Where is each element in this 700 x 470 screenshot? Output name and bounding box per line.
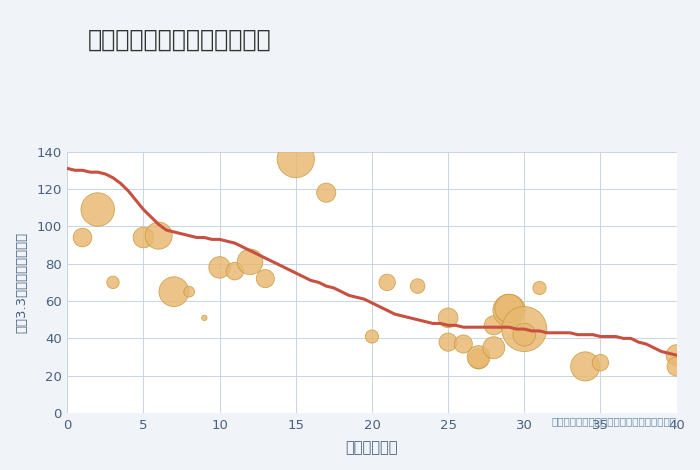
Point bbox=[107, 279, 118, 286]
Point bbox=[473, 353, 484, 361]
Point bbox=[290, 155, 302, 163]
Point bbox=[671, 363, 682, 370]
Point bbox=[321, 189, 332, 196]
Point bbox=[442, 314, 454, 321]
Point bbox=[92, 206, 104, 213]
Text: 円の大きさは、取引のあった物件面積を示す: 円の大きさは、取引のあった物件面積を示す bbox=[552, 416, 677, 426]
Point bbox=[503, 305, 514, 312]
Point bbox=[214, 264, 225, 271]
Point bbox=[595, 359, 606, 367]
Point bbox=[260, 275, 271, 282]
Y-axis label: 坪（3.3㎡）単価（万円）: 坪（3.3㎡）単価（万円） bbox=[15, 232, 28, 333]
Point bbox=[503, 306, 514, 314]
Point bbox=[138, 234, 149, 241]
Point bbox=[229, 267, 240, 275]
Point bbox=[412, 282, 423, 290]
Point bbox=[671, 352, 682, 359]
Point bbox=[77, 234, 88, 241]
Point bbox=[473, 355, 484, 363]
Point bbox=[183, 288, 195, 296]
Point bbox=[519, 331, 530, 338]
Point bbox=[488, 321, 499, 329]
Point bbox=[580, 363, 591, 370]
Point bbox=[366, 333, 377, 340]
X-axis label: 築年数（年）: 築年数（年） bbox=[346, 440, 398, 455]
Point bbox=[488, 344, 499, 352]
Point bbox=[168, 288, 179, 296]
Point bbox=[199, 314, 210, 321]
Point bbox=[519, 325, 530, 333]
Text: 築年数別中古マンション価格: 築年数別中古マンション価格 bbox=[88, 28, 271, 52]
Point bbox=[534, 284, 545, 292]
Point bbox=[244, 258, 256, 266]
Point bbox=[382, 279, 393, 286]
Point bbox=[458, 340, 469, 348]
Point bbox=[153, 232, 164, 239]
Point bbox=[442, 338, 454, 346]
